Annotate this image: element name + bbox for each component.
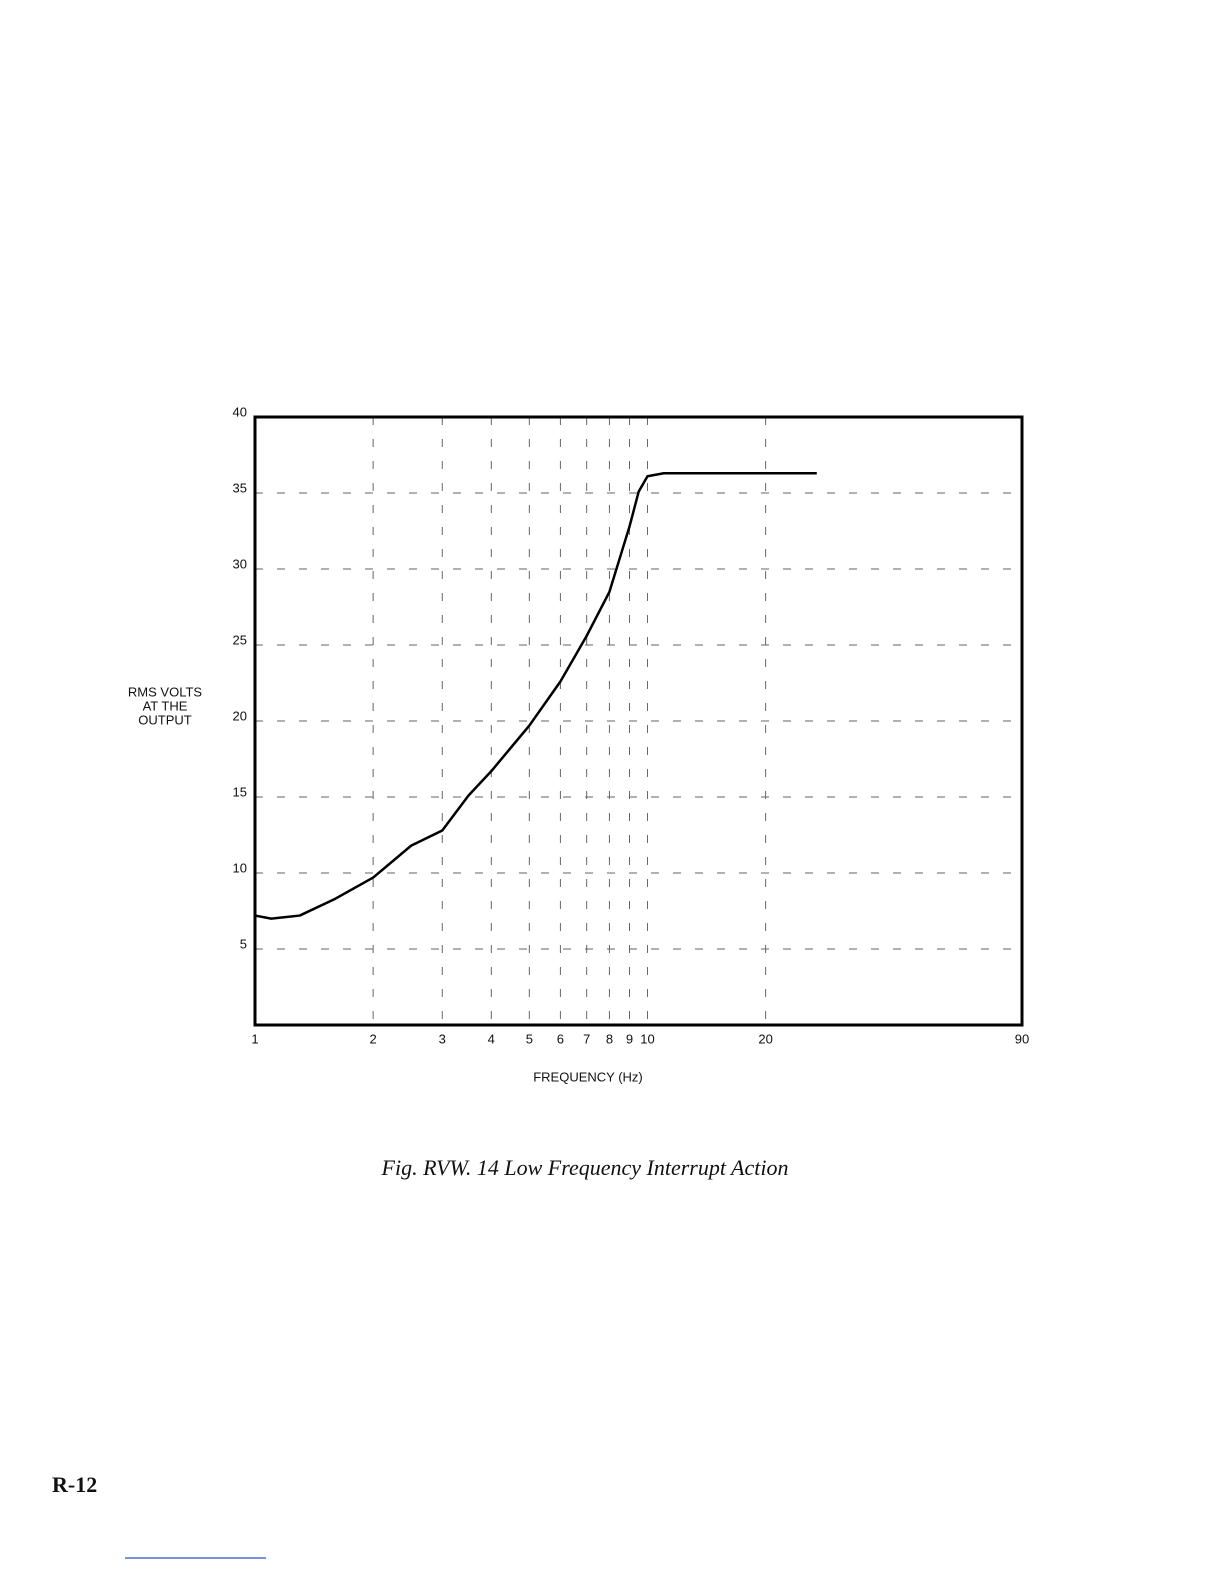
y-axis-label: RMS VOLTS bbox=[128, 684, 202, 699]
x-tick-label: 8 bbox=[606, 1031, 613, 1046]
x-axis-label: FREQUENCY (Hz) bbox=[533, 1069, 643, 1084]
y-axis-label: AT THE bbox=[143, 698, 188, 713]
data-line bbox=[254, 471, 817, 920]
x-tick-label: 3 bbox=[439, 1031, 446, 1046]
y-tick-label: 25 bbox=[233, 632, 247, 647]
y-tick-label: 10 bbox=[233, 860, 247, 875]
y-axis-label: OUTPUT bbox=[138, 712, 192, 727]
page-number: R-12 bbox=[52, 1472, 97, 1497]
y-tick-label: 20 bbox=[233, 708, 247, 723]
y-tick-label: 5 bbox=[240, 936, 247, 951]
x-tick-label: 20 bbox=[758, 1031, 772, 1046]
x-tick-label: 4 bbox=[488, 1031, 495, 1046]
plot-frame bbox=[253, 415, 1024, 1027]
x-tick-label: 90 bbox=[1015, 1031, 1029, 1046]
caption: Fig. RVW. 14 Low Frequency Interrupt Act… bbox=[381, 1155, 789, 1180]
x-tick-label: 10 bbox=[640, 1031, 654, 1046]
y-tick-label: 40 bbox=[233, 404, 247, 419]
y-tick-label: 15 bbox=[233, 784, 247, 799]
y-tick-label: 35 bbox=[233, 480, 247, 495]
x-tick-label: 5 bbox=[526, 1031, 533, 1046]
x-tick-label: 7 bbox=[583, 1031, 590, 1046]
x-tick-label: 6 bbox=[557, 1031, 564, 1046]
x-tick-label: 2 bbox=[370, 1031, 377, 1046]
x-tick-label: 9 bbox=[626, 1031, 633, 1046]
x-tick-label: 1 bbox=[251, 1031, 258, 1046]
y-tick-label: 30 bbox=[233, 556, 247, 571]
